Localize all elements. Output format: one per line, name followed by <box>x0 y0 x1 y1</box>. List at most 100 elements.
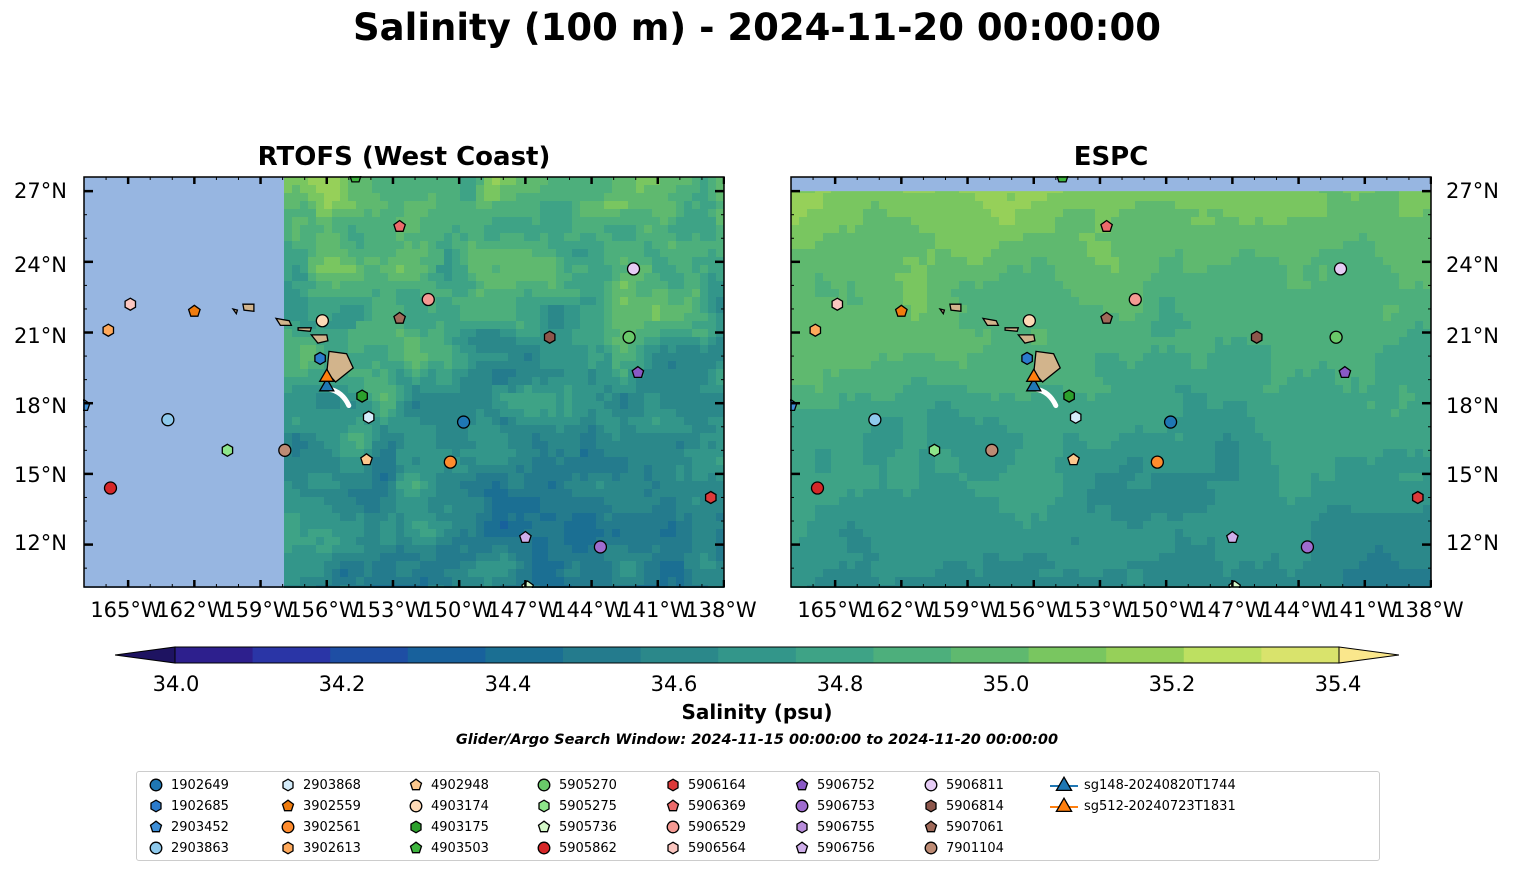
legend-label: 5906164 <box>688 777 746 793</box>
legend-label: 3902559 <box>303 798 361 814</box>
legend-marker-icon <box>666 799 680 812</box>
marker-5905862 <box>103 481 118 495</box>
legend-hexagon-icon <box>925 799 937 813</box>
legend-entry-5905275: 5905275 <box>535 796 617 816</box>
legend-triangle-icon <box>1055 776 1073 792</box>
search-window-note: Glider/Argo Search Window: 2024-11-15 00… <box>455 732 1059 748</box>
lon-label-141w-left: 141°W <box>619 598 691 622</box>
marker-5906756 <box>518 530 532 544</box>
legend-entry-5906529: 5906529 <box>664 817 746 837</box>
legend-label: 5906811 <box>946 777 1004 793</box>
legend-marker-icon <box>925 799 937 813</box>
legend-entry-sg148-20240820T1744: sg148-20240820T1744 <box>1050 775 1236 795</box>
legend-label: 5905862 <box>559 840 617 856</box>
marker-5905275 <box>221 443 234 458</box>
lat-label-24n-left: 24°N <box>14 253 67 277</box>
legend-marker-icon <box>924 841 938 855</box>
espc-map-title: ESPC <box>1073 142 1149 172</box>
legend-label: 2903868 <box>303 777 361 793</box>
colorbar-bin <box>1261 647 1340 663</box>
marker-2903863 <box>868 413 882 427</box>
colorbar-tick-35-4: 35.4 <box>1314 672 1362 696</box>
marker-5907061 <box>1100 311 1114 324</box>
platform-markers <box>83 176 717 588</box>
marker-sg148-20240820T1744 <box>1025 377 1042 392</box>
marker-5906752 <box>1338 365 1352 379</box>
legend-marker-icon <box>281 820 295 834</box>
marker-2903868 <box>1069 410 1082 425</box>
marker-5906564 <box>124 297 137 311</box>
legend-marker-icon <box>795 778 809 791</box>
colorbar-bin <box>175 647 254 663</box>
legend-marker-icon <box>538 799 550 813</box>
lat-label-24n-right: 24°N <box>1446 253 1499 277</box>
legend-label: 5906814 <box>946 798 1004 814</box>
marker-5906811 <box>1333 262 1348 276</box>
legend-pentagon-icon <box>795 841 809 854</box>
lon-label-159w-right: 159°W <box>929 598 1001 622</box>
salinity-field <box>791 177 1432 588</box>
marker-2903868 <box>362 410 375 425</box>
legend-label: 4903175 <box>431 819 489 835</box>
legend-label: 7901104 <box>946 840 1004 856</box>
legend-pentagon-icon <box>537 820 551 833</box>
island-1 <box>309 334 329 344</box>
legend-label: 5906755 <box>817 819 875 835</box>
marker-5905270 <box>1329 330 1343 344</box>
legend-circle-icon <box>281 820 295 834</box>
legend-entry-5906564: 5906564 <box>664 838 746 858</box>
marker-5906529 <box>1128 292 1142 307</box>
legend-label: 2903452 <box>171 819 229 835</box>
lat-label-27n-right: 27°N <box>1446 179 1499 203</box>
legend-entry-7901104: 7901104 <box>922 838 1004 858</box>
legend-hexagon-icon <box>282 841 294 855</box>
legend-marker-icon <box>149 820 163 833</box>
lat-label-18n-left: 18°N <box>14 394 67 418</box>
lon-label-138w-left: 138°W <box>685 598 757 622</box>
legend-circle-icon <box>409 799 423 813</box>
lat-label-12n-left: 12°N <box>14 531 67 555</box>
map-ticks <box>790 177 1432 587</box>
legend-marker-icon <box>537 820 551 833</box>
lat-label-15n-left: 15°N <box>14 463 67 487</box>
legend-entry-sg512-20240723T1831: sg512-20240723T1831 <box>1050 796 1236 816</box>
legend-label: 4903174 <box>431 798 489 814</box>
marker-1902649 <box>1163 415 1178 429</box>
marker-5905862 <box>810 481 825 495</box>
marker-5906811 <box>626 262 641 276</box>
colorbar-bin <box>718 647 797 663</box>
legend-entry-3902613: 3902613 <box>279 838 361 858</box>
island-1 <box>1016 334 1036 344</box>
legend-label: 5905275 <box>559 798 617 814</box>
legend-marker-icon <box>795 841 809 854</box>
legend-entry-5906811: 5906811 <box>922 775 1004 795</box>
island-4 <box>949 303 962 313</box>
legend-label: 2903863 <box>171 840 229 856</box>
legend-hexagon-icon <box>538 799 550 813</box>
legend-label: 4903503 <box>431 840 489 856</box>
island-2 <box>297 327 313 332</box>
legend-hexagon-icon <box>796 820 808 834</box>
legend-marker-icon <box>409 778 423 791</box>
island-3 <box>981 317 1000 327</box>
lon-label-150w-right: 150°W <box>1128 598 1200 622</box>
colorbar-tick-34-8: 34.8 <box>816 672 864 696</box>
colorbar-tick-35-0: 35.0 <box>982 672 1030 696</box>
marker-2903863 <box>161 413 175 427</box>
legend-label: 5906752 <box>817 777 875 793</box>
legend-entry-3902561: 3902561 <box>279 817 361 837</box>
legend-label: 5905270 <box>559 777 617 793</box>
marker-4903174 <box>315 314 329 328</box>
legend-marker-icon <box>409 799 423 813</box>
marker-7901104 <box>278 443 292 457</box>
legend-marker-icon <box>282 841 294 855</box>
legend-pentagon-icon <box>281 799 295 812</box>
marker-4903174 <box>1022 314 1036 328</box>
legend-marker-icon <box>281 799 295 812</box>
marker-5906753 <box>593 540 608 554</box>
legend-label: sg512-20240723T1831 <box>1084 798 1236 814</box>
marker-5906753 <box>1300 540 1315 554</box>
colorbar-high-extend <box>1338 646 1399 664</box>
legend-entry-2903863: 2903863 <box>147 838 229 858</box>
legend-circle-icon <box>149 778 163 792</box>
